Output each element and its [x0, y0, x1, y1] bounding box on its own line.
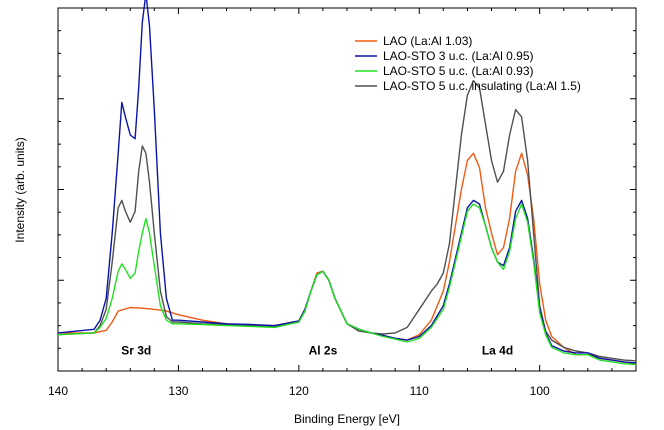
x-tick-label: 120: [289, 384, 309, 398]
series-line-2: [57, 203, 637, 366]
legend-label: LAO (La:Al 1.03): [383, 34, 472, 48]
x-axis: 140 130 120 110 100: [48, 7, 637, 398]
x-tick-label: 110: [410, 384, 429, 398]
x-tick-label: 100: [530, 384, 550, 398]
legend: LAO (La:Al 1.03)LAO-STO 3 u.c. (La:Al 0.…: [355, 34, 581, 93]
series-line-0: [58, 152, 637, 365]
x-tick-label: 140: [48, 384, 68, 398]
legend-label: LAO-STO 5 u.c. (La:Al 0.93): [383, 64, 534, 78]
peak-label: Al 2s: [309, 344, 338, 358]
legend-label: LAO-STO 5 u.c. insulating (La:Al 1.5): [383, 79, 581, 93]
x-axis-label: Binding Energy [eV]: [294, 412, 400, 426]
peak-annotations: Sr 3d Al 2s La 4d: [121, 344, 513, 358]
series-layer: [57, 0, 637, 366]
legend-label: LAO-STO 3 u.c. (La:Al 0.95): [383, 49, 534, 63]
peak-label: La 4d: [482, 344, 513, 358]
y-axis-label: Intensity (arb. units): [13, 137, 27, 242]
x-tick-label: 130: [168, 384, 188, 398]
peak-label: Sr 3d: [121, 344, 151, 358]
plot-frame: [57, 7, 637, 372]
